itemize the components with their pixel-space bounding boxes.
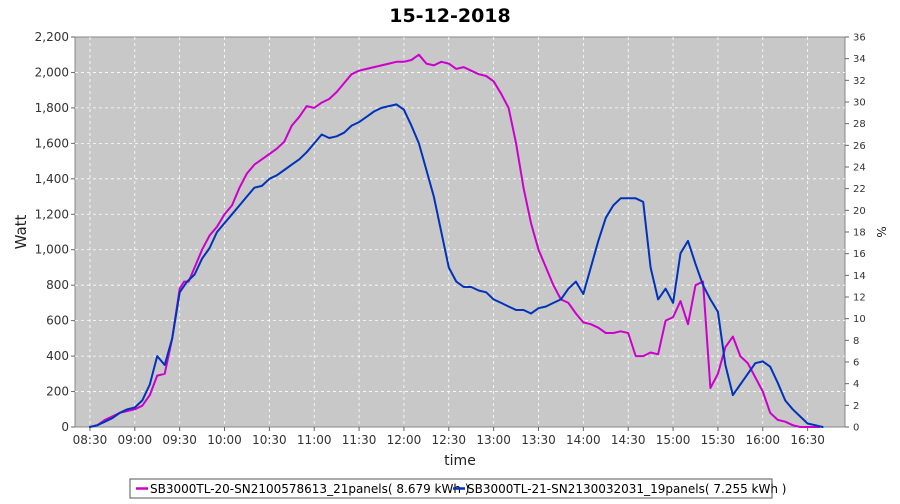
x-tick-label: 08:30 [73,433,108,447]
y2-tick-label: 32 [853,76,866,87]
gridlines [75,37,845,427]
y-tick-label: 400 [46,349,69,363]
x-tick-label: 12:00 [387,433,422,447]
series-line-2 [89,103,824,428]
x-tick-label: 16:00 [745,433,780,447]
x-axis: 08:30 09:00 09:30 10:00 10:30 11:00 11:30 12:00… [73,427,825,447]
y-tick-label: 800 [46,278,69,292]
x-tick-label: 15:30 [701,433,736,447]
y-tick-label: 1,200 [35,207,69,221]
y-tick-label: 2,000 [35,65,69,79]
series-line-1 [89,53,821,428]
y2-tick-label: 16 [853,249,866,260]
y2-axis-label: % [874,226,888,237]
y2-tick-label: 30 [853,98,866,109]
y2-tick-label: 4 [853,379,859,390]
x-tick-label: 09:30 [162,433,197,447]
y-tick-label: 200 [46,385,69,399]
x-tick-label: 12:30 [431,433,466,447]
legend: SB3000TL-20-SN2100578613_21panels( 8.679… [129,478,786,499]
y2-tick-label: 34 [853,54,866,65]
x-tick-label: 16:30 [790,433,825,447]
y2-tick-label: 36 [853,33,866,44]
y2-tick-label: 20 [853,206,866,217]
y-tick-label: 1,400 [35,172,69,186]
x-tick-label: 14:30 [611,433,646,447]
y2-tick-label: 2 [853,401,859,412]
x-tick-label: 13:30 [521,433,556,447]
series-lines [89,53,824,428]
y2-tick-label: 26 [853,141,866,152]
x-tick-label: 11:30 [342,433,377,447]
y2-tick-label: 28 [853,119,866,130]
legend-box [129,478,773,499]
y-axis-left: 0 200 400 600 800 1,000 1,200 1,400 1,600 1,800 2,… [35,30,75,434]
y2-tick-label: 22 [853,184,866,195]
x-tick-label: 09:00 [118,433,153,447]
y2-tick-label: 24 [853,163,866,174]
y-tick-label: 1,800 [35,101,69,115]
y2-tick-label: 18 [853,228,866,239]
y2-tick-label: 12 [853,293,866,304]
y-tick-label: 600 [46,314,69,328]
legend-label-series-1: SB3000TL-20-SN2100578613_21panels( 8.679… [150,482,469,496]
x-tick-label: 14:00 [566,433,601,447]
y2-tick-label: 6 [853,358,859,369]
x-tick-label: 15:00 [656,433,691,447]
y2-tick-label: 8 [853,336,859,347]
y2-tick-label: 14 [853,271,866,282]
y-tick-label: 2,200 [35,30,69,44]
x-tick-label: 10:00 [207,433,242,447]
chart-title: 15-12-2018 [389,5,511,27]
y-tick-label: 1,000 [35,243,69,257]
legend-label-series-2: SB3000TL-21-SN2130032031_19panels( 7.255… [467,482,786,496]
y2-tick-label: 10 [853,314,866,325]
x-axis-label: time [444,453,476,469]
x-tick-label: 11:00 [297,433,332,447]
x-tick-label: 13:00 [476,433,511,447]
plot-area [74,36,846,428]
x-tick-label: 10:30 [252,433,287,447]
y-tick-label: 1,600 [35,136,69,150]
y2-tick-label: 0 [853,423,859,434]
y-axis-label: Watt [12,214,30,249]
y-tick-label: 0 [61,420,69,434]
